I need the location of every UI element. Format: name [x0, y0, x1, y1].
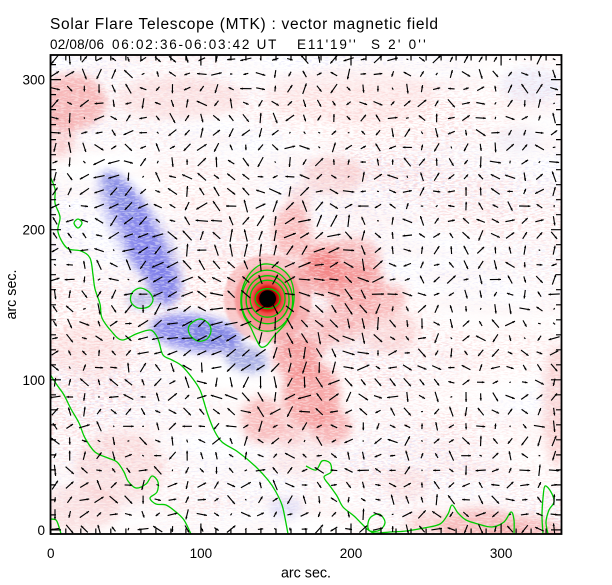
svg-text:100: 100 [22, 373, 45, 388]
svg-text:0: 0 [47, 546, 55, 561]
svg-text:arc sec.: arc sec. [281, 566, 331, 582]
svg-text:200: 200 [340, 546, 363, 561]
svg-text:100: 100 [190, 546, 213, 561]
svg-text:300: 300 [490, 546, 513, 561]
svg-text:arc sec.: arc sec. [4, 269, 20, 319]
svg-text:200: 200 [22, 223, 45, 238]
svg-text:Solar Flare Telescope (MTK) :: Solar Flare Telescope (MTK) : vector mag… [50, 16, 439, 33]
svg-text:300: 300 [22, 73, 45, 88]
svg-text:0: 0 [37, 523, 45, 538]
